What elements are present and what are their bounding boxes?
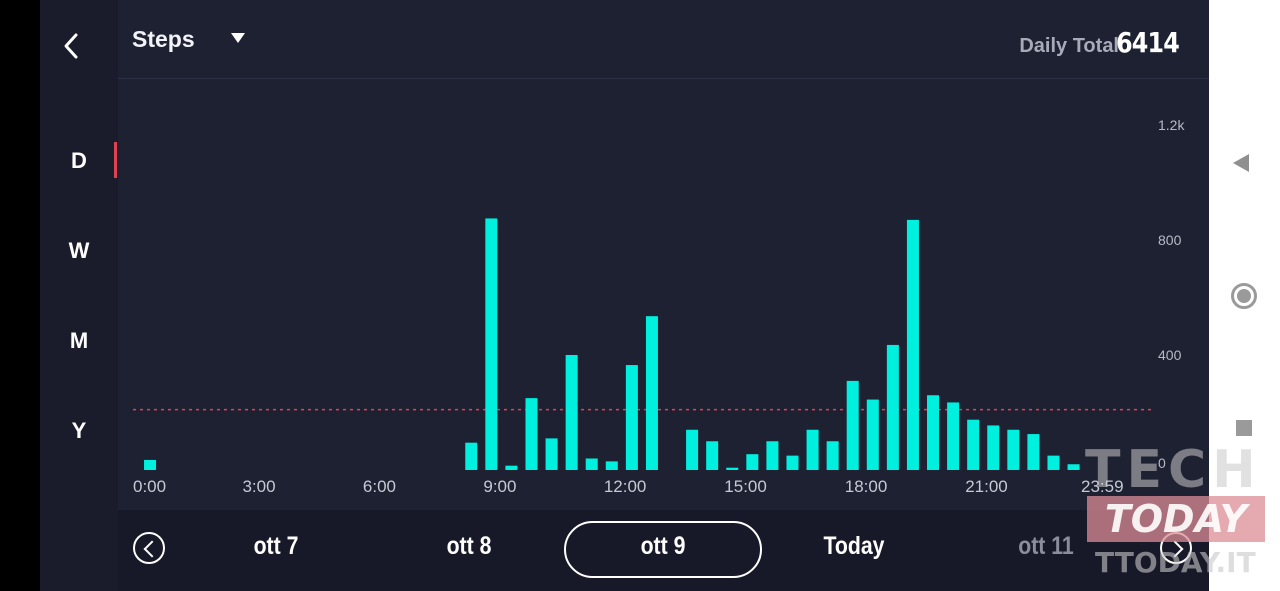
bar-23-00 (1067, 464, 1080, 470)
bar-15-30 (766, 441, 779, 470)
bar-17-30 (846, 380, 859, 470)
bar-21-00 (987, 425, 1000, 470)
bar-18-00 (866, 399, 879, 470)
period-day[interactable]: D (71, 148, 87, 173)
chevron-right-icon (1166, 540, 1184, 558)
bar-14-00 (706, 441, 719, 470)
daily-total-value: 6414 (1116, 26, 1180, 59)
active-period-indicator (114, 142, 117, 178)
bar-18-30 (886, 344, 899, 470)
bar-10-30 (565, 355, 578, 470)
date-item-ott-8[interactable]: ott 8 (446, 532, 492, 560)
x-tick-label: 3:00 (242, 477, 275, 496)
period-year[interactable]: Y (71, 418, 87, 443)
bar-11-00 (585, 458, 598, 470)
period-month[interactable]: M (69, 328, 89, 353)
date-navigation-bar: ott 7 ott 8 ott 9 Today ott 11 (118, 510, 1209, 591)
selected-date-pill (564, 521, 762, 578)
x-tick-label: 23:59 (1081, 477, 1124, 496)
steps-bar-chart: 0 400 800 1.2k 0:00 3:00 6:00 9:00 12:00 15:00 18:… (133, 117, 1185, 496)
steps-app: D W M Y Steps Daily Total 6414 0 400 800 1.… (40, 0, 1209, 591)
x-tick-label: 12:00 (604, 477, 647, 496)
date-item-ott-9[interactable]: ott 9 (640, 532, 686, 560)
x-tick-label: 9:00 (483, 477, 516, 496)
x-tick-label: 18:00 (845, 477, 888, 496)
bar-0-00 (144, 459, 157, 470)
x-tick-label: 0:00 (133, 477, 166, 496)
dropdown-triangle-icon[interactable] (231, 33, 245, 43)
bar-22-00 (1027, 434, 1040, 470)
bar-20-30 (967, 419, 980, 470)
bar-8-30 (485, 218, 498, 470)
bar-19-00 (906, 219, 919, 470)
date-item-ott-11[interactable]: ott 11 (1018, 532, 1074, 560)
chevron-left-icon (143, 540, 161, 558)
x-tick-label: 21:00 (965, 477, 1008, 496)
bar-13-30 (686, 429, 699, 470)
bar-17-00 (826, 441, 839, 470)
bar-15-00 (746, 454, 759, 470)
date-item-ott-7[interactable]: ott 7 (253, 532, 299, 560)
previous-day-button[interactable] (133, 532, 165, 564)
bar-22-30 (1047, 455, 1060, 470)
bar-20-00 (947, 402, 960, 470)
bar-19-30 (927, 395, 940, 470)
metric-selector-label[interactable]: Steps (132, 26, 195, 52)
nav-home-icon[interactable] (1231, 283, 1257, 309)
header: Steps Daily Total 6414 (118, 0, 1209, 79)
x-tick-label: 15:00 (724, 477, 767, 496)
y-tick-label: 1.2k (1158, 117, 1185, 133)
period-sidebar: D W M Y (40, 0, 118, 591)
bar-9-30 (525, 398, 538, 470)
bar-11-30 (605, 461, 618, 470)
date-item-today[interactable]: Today (823, 532, 885, 560)
next-day-button[interactable] (1160, 532, 1192, 564)
bar-9-00 (505, 465, 518, 470)
daily-total-label: Daily Total (1019, 35, 1119, 57)
android-nav-bar (1209, 0, 1280, 591)
bar-10-00 (545, 438, 558, 470)
y-tick-label: 800 (1158, 232, 1182, 248)
left-bezel (0, 0, 40, 591)
y-tick-label: 0 (1158, 455, 1166, 471)
x-tick-label: 6:00 (363, 477, 396, 496)
back-arrow-icon[interactable] (54, 28, 90, 64)
bar-12-00 (625, 365, 638, 470)
period-week[interactable]: W (68, 238, 90, 263)
nav-recents-icon[interactable] (1236, 420, 1252, 436)
y-tick-label: 400 (1158, 347, 1182, 363)
bar-21-30 (1007, 429, 1020, 470)
bar-16-30 (806, 429, 819, 470)
bar-12-30 (645, 316, 658, 470)
bar-14-30 (726, 467, 739, 470)
bar-16-00 (786, 455, 799, 470)
nav-back-icon[interactable] (1233, 154, 1249, 172)
bar-8-00 (465, 442, 478, 470)
